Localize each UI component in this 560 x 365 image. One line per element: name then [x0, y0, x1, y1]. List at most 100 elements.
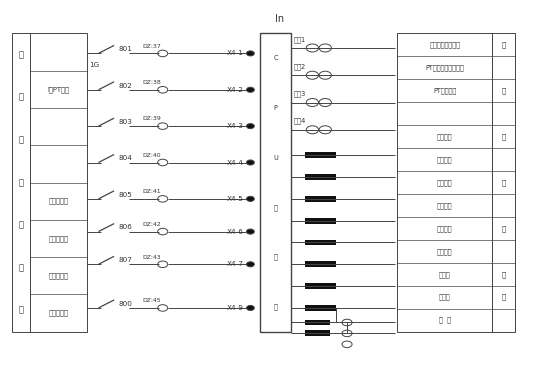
Bar: [305, 196, 336, 202]
Circle shape: [158, 123, 167, 130]
Text: P: P: [274, 105, 278, 111]
Text: 803: 803: [118, 119, 132, 125]
Text: DZ:43: DZ:43: [142, 254, 161, 260]
Bar: [305, 283, 336, 289]
Bar: [305, 305, 336, 311]
Text: DZ:40: DZ:40: [142, 153, 161, 158]
Text: 关: 关: [18, 178, 24, 187]
Circle shape: [319, 44, 332, 52]
Text: 804: 804: [118, 155, 132, 161]
Text: 报遍1: 报遍1: [294, 36, 306, 42]
Text: 800: 800: [118, 301, 132, 307]
Text: 备用开入量: 备用开入量: [49, 198, 68, 204]
Text: 部: 部: [18, 93, 24, 102]
Text: DZ:39: DZ:39: [142, 116, 161, 122]
Circle shape: [158, 196, 167, 202]
Circle shape: [319, 71, 332, 79]
Text: In: In: [276, 14, 284, 24]
Text: X4-9: X4-9: [227, 305, 244, 311]
Bar: [305, 320, 330, 326]
Circle shape: [306, 126, 319, 134]
Text: 1G: 1G: [89, 62, 99, 68]
Text: 按键向右: 按键向右: [437, 202, 452, 209]
Text: U: U: [273, 155, 278, 161]
Bar: [305, 174, 336, 180]
Text: 内: 内: [501, 42, 506, 48]
Text: C: C: [274, 55, 278, 61]
Text: X4-2: X4-2: [227, 87, 244, 93]
Text: 外: 外: [18, 50, 24, 59]
Circle shape: [158, 261, 167, 268]
Text: 按键向下: 按键向下: [437, 156, 452, 163]
Circle shape: [342, 319, 352, 326]
Circle shape: [319, 99, 332, 107]
Circle shape: [246, 196, 254, 201]
Circle shape: [246, 160, 254, 165]
Circle shape: [306, 71, 319, 79]
Circle shape: [246, 262, 254, 267]
Text: PT切换报遍: PT切换报遍: [433, 88, 456, 94]
Text: X4-1: X4-1: [227, 50, 244, 57]
Circle shape: [246, 87, 254, 92]
Text: DZ:45: DZ:45: [142, 298, 161, 303]
Text: DZ:37: DZ:37: [142, 44, 161, 49]
Text: 805: 805: [118, 192, 132, 198]
Text: 入: 入: [18, 306, 24, 315]
Circle shape: [342, 341, 352, 347]
Text: 部: 部: [501, 88, 506, 94]
Text: 806: 806: [118, 224, 132, 230]
Text: 报遍2: 报遍2: [294, 63, 306, 70]
Circle shape: [158, 159, 167, 166]
Circle shape: [246, 229, 254, 234]
Text: 按键取消: 按键取消: [437, 225, 452, 232]
Text: DZ:38: DZ:38: [142, 80, 161, 85]
Text: X4-3: X4-3: [227, 123, 244, 129]
Text: DZ:41: DZ:41: [142, 189, 161, 194]
Text: 量: 量: [501, 225, 506, 232]
Text: 器: 器: [274, 303, 278, 310]
Bar: [305, 152, 336, 158]
Bar: [492, 34, 515, 331]
Text: 量: 量: [18, 220, 24, 230]
Text: X4-7: X4-7: [227, 261, 244, 267]
Text: 输: 输: [501, 271, 506, 277]
Text: 处: 处: [274, 204, 278, 211]
Text: 802: 802: [118, 83, 132, 89]
Bar: [260, 34, 291, 331]
Text: 本地分: 本地分: [439, 271, 451, 277]
Circle shape: [246, 306, 254, 311]
Text: 801: 801: [118, 46, 132, 52]
Bar: [397, 34, 492, 331]
Text: 报遍3: 报遍3: [294, 91, 306, 97]
Bar: [305, 261, 336, 267]
Bar: [12, 34, 87, 331]
Text: 备用开入量: 备用开入量: [49, 272, 68, 279]
Text: 按键向上: 按键向上: [437, 133, 452, 140]
Text: 理: 理: [274, 254, 278, 260]
Text: 本地合: 本地合: [439, 294, 451, 300]
Text: PT断线监测告警报遍: PT断线监测告警报遍: [426, 65, 464, 71]
Circle shape: [158, 50, 167, 57]
Text: 开: 开: [501, 133, 506, 140]
Text: 设  置: 设 置: [439, 317, 451, 323]
Text: 按键确认: 按键确认: [437, 248, 452, 255]
Circle shape: [306, 44, 319, 52]
Text: 入: 入: [501, 294, 506, 300]
Circle shape: [158, 305, 167, 311]
Circle shape: [306, 99, 319, 107]
Circle shape: [246, 51, 254, 56]
Text: 关: 关: [501, 179, 506, 186]
Text: 按键向左: 按键向左: [437, 179, 452, 186]
Circle shape: [342, 330, 352, 337]
Text: DZ:42: DZ:42: [142, 222, 161, 227]
Text: I段PT位置: I段PT位置: [48, 86, 69, 93]
Bar: [305, 239, 336, 245]
Bar: [305, 330, 330, 336]
Text: 接地故障告警报遍: 接地故障告警报遍: [430, 42, 460, 48]
Text: 开入公共端: 开入公共端: [49, 310, 68, 316]
Circle shape: [246, 124, 254, 129]
Text: 输: 输: [18, 263, 24, 272]
Text: 报遍4: 报遍4: [294, 118, 306, 124]
Text: 备用开入量: 备用开入量: [49, 235, 68, 242]
Text: X4-4: X4-4: [227, 160, 244, 165]
